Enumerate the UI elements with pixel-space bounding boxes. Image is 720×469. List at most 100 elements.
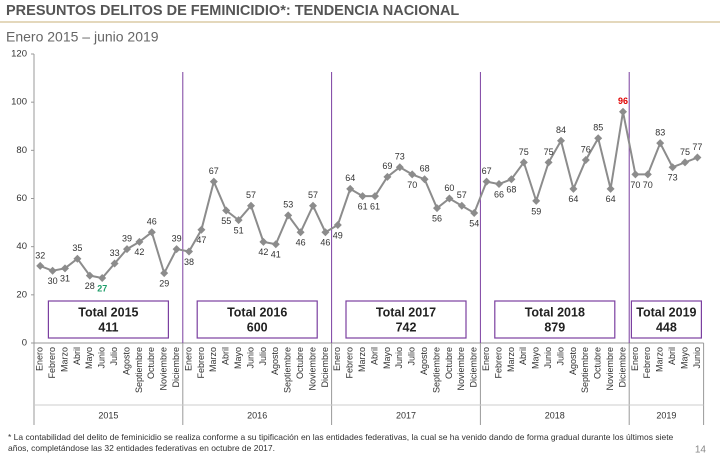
value-label: 59 bbox=[531, 206, 541, 216]
point-marker bbox=[631, 170, 640, 179]
x-tick-label: Marzo bbox=[208, 347, 218, 372]
value-label: 75 bbox=[519, 147, 529, 157]
x-tick-label: Mayo bbox=[531, 347, 541, 369]
point-marker bbox=[681, 158, 689, 167]
point-marker bbox=[147, 228, 156, 237]
x-tick-label: Abril bbox=[667, 347, 677, 365]
x-tick-label: Junio bbox=[543, 347, 553, 369]
x-tick-label: Marzo bbox=[357, 347, 367, 372]
chart-subtitle: Enero 2015 – junio 2019 bbox=[6, 29, 159, 45]
value-label: 60 bbox=[444, 183, 454, 193]
x-tick-label: Marzo bbox=[655, 347, 665, 372]
x-tick-label: Septiembre bbox=[431, 347, 441, 393]
x-tick-label: Junio bbox=[394, 347, 404, 369]
total-box bbox=[196, 300, 318, 339]
value-label: 61 bbox=[358, 201, 368, 211]
value-label: 57 bbox=[246, 190, 256, 200]
x-tick-label: Octubre bbox=[295, 347, 305, 379]
total-box bbox=[494, 300, 616, 339]
point-marker bbox=[185, 247, 193, 256]
x-tick-label: Febrero bbox=[47, 347, 57, 379]
x-tick-label: Junio bbox=[97, 347, 107, 369]
point-marker bbox=[358, 192, 367, 201]
point-marker bbox=[284, 211, 293, 220]
value-label: 61 bbox=[370, 201, 380, 211]
value-label: 27 bbox=[97, 283, 107, 293]
point-marker bbox=[656, 139, 665, 148]
value-label: 75 bbox=[680, 147, 690, 157]
point-marker bbox=[346, 184, 355, 193]
x-tick-label: Noviembre bbox=[456, 347, 466, 391]
value-label: 57 bbox=[457, 190, 467, 200]
x-tick-label: Febrero bbox=[196, 347, 206, 379]
point-marker bbox=[296, 228, 305, 237]
x-tick-label: Marzo bbox=[59, 347, 69, 372]
point-marker bbox=[135, 237, 144, 246]
point-marker bbox=[643, 170, 652, 179]
x-tick-label: Noviembre bbox=[605, 347, 615, 391]
point-marker bbox=[544, 158, 553, 167]
total-value: 411 bbox=[98, 320, 118, 334]
footnote: * La contabilidad del delito de feminici… bbox=[8, 432, 674, 453]
y-tick-label: 20 bbox=[16, 289, 27, 300]
value-label: 28 bbox=[85, 281, 95, 291]
point-marker bbox=[519, 158, 528, 167]
point-marker bbox=[668, 163, 677, 172]
y-tick-label: 40 bbox=[16, 241, 27, 252]
value-label: 64 bbox=[345, 173, 355, 183]
point-marker bbox=[383, 172, 392, 181]
y-tick-label: 100 bbox=[11, 97, 27, 108]
value-label: 41 bbox=[271, 250, 281, 260]
point-marker bbox=[48, 266, 57, 275]
value-label: 46 bbox=[296, 238, 306, 248]
x-tick-label: Enero bbox=[630, 347, 640, 371]
value-label: 39 bbox=[172, 233, 182, 243]
point-marker bbox=[61, 264, 69, 273]
x-tick-label: Agosto bbox=[270, 347, 280, 375]
value-label: 70 bbox=[630, 180, 640, 190]
x-tick-label: Agosto bbox=[419, 347, 429, 375]
x-tick-label: Octubre bbox=[593, 347, 603, 379]
value-label: 67 bbox=[209, 166, 219, 176]
point-marker bbox=[371, 192, 379, 201]
point-marker bbox=[482, 177, 491, 186]
x-tick-label: Diciembre bbox=[469, 347, 479, 388]
point-marker bbox=[197, 225, 206, 234]
point-marker bbox=[309, 201, 317, 210]
year-label: 2017 bbox=[396, 410, 416, 420]
x-tick-label: Enero bbox=[332, 347, 342, 371]
point-marker bbox=[234, 216, 243, 225]
point-marker bbox=[433, 204, 441, 213]
point-marker bbox=[470, 208, 479, 217]
x-tick-label: Octubre bbox=[146, 347, 156, 379]
x-tick-label: Septiembre bbox=[283, 347, 293, 393]
value-label: 39 bbox=[122, 233, 132, 243]
value-label: 38 bbox=[184, 257, 194, 267]
value-label: 73 bbox=[668, 173, 678, 183]
x-tick-label: Abril bbox=[72, 347, 82, 365]
value-label: 67 bbox=[482, 166, 492, 176]
value-label: 31 bbox=[60, 274, 70, 284]
value-label: 47 bbox=[196, 235, 206, 245]
value-label: 30 bbox=[48, 276, 58, 286]
point-marker bbox=[333, 220, 342, 229]
value-label: 83 bbox=[655, 127, 665, 137]
point-marker bbox=[495, 180, 503, 189]
x-tick-label: Julio bbox=[109, 347, 119, 366]
value-label: 32 bbox=[35, 250, 45, 260]
value-label: 46 bbox=[147, 217, 157, 227]
value-label: 29 bbox=[159, 279, 169, 289]
y-tick-label: 120 bbox=[11, 49, 27, 60]
point-marker bbox=[110, 259, 119, 268]
x-tick-label: Abril bbox=[518, 347, 528, 365]
total-label: Total 2015 bbox=[78, 305, 138, 319]
y-tick-label: 80 bbox=[16, 145, 27, 156]
value-label: 69 bbox=[382, 161, 392, 171]
x-tick-label: Junio bbox=[692, 347, 702, 369]
x-tick-label: Mayo bbox=[84, 347, 94, 369]
x-tick-label: Junio bbox=[245, 347, 255, 369]
point-marker bbox=[321, 228, 330, 237]
value-label: 51 bbox=[234, 226, 244, 236]
point-marker bbox=[557, 136, 565, 145]
